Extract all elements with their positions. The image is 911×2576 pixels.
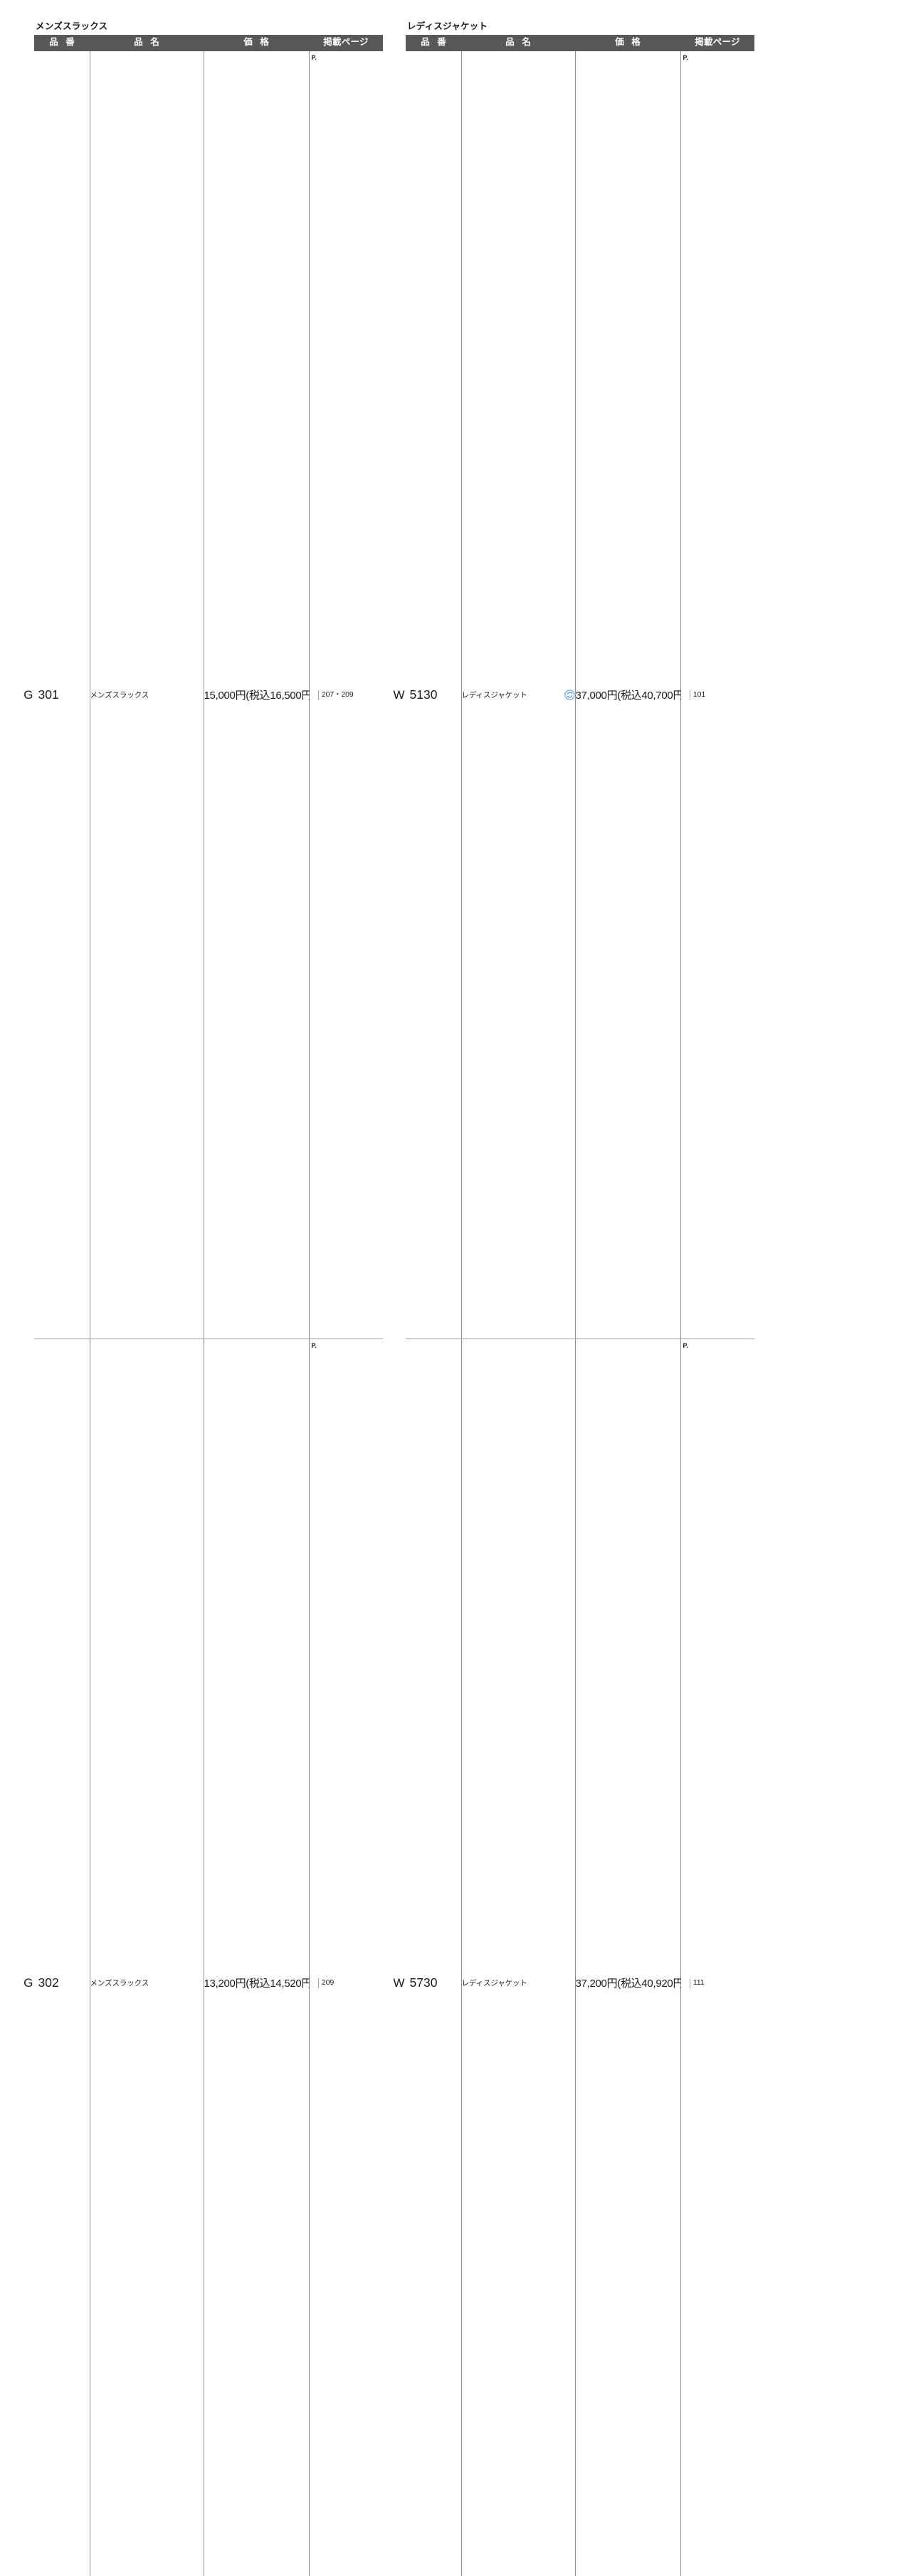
product-name-text: メンズスラックス	[90, 1979, 149, 1988]
cell-product-code: W 5730	[393, 1339, 462, 2576]
cell-catalog-page: P. 207・209	[309, 51, 383, 1340]
column-header-page: 掲載ページ	[680, 35, 754, 51]
cell-catalog-page: P. 209	[309, 1339, 383, 2576]
section-heading: レディスジャケット	[407, 21, 488, 31]
cell-product-code: G 301	[23, 51, 90, 1340]
left-column: メンズスラックス品 番品 名価 格掲載ページ G 301 メンズスラックス 15,000…	[23, 21, 383, 2576]
catalog-page-numbers: 207・209	[321, 690, 354, 699]
product-code-number: 302	[38, 1975, 59, 1990]
table-row[interactable]: G 302 メンズスラックス 13,200円(税込14,520円) P. 209	[23, 1339, 383, 2576]
column-header-price: 価 格	[204, 35, 309, 51]
column-header-price: 価 格	[575, 35, 680, 51]
product-name-text: レディスジャケット	[461, 691, 527, 700]
cell-product-name: レディスジャケット	[461, 51, 576, 1340]
product-code-prefix: G	[23, 687, 33, 702]
cell-product-code: G 302	[23, 1339, 90, 2576]
product-name-text: レディスジャケット	[461, 1979, 527, 1988]
product-name-text: メンズスラックス	[90, 691, 149, 700]
product-code-number: 5730	[409, 1975, 438, 1990]
cell-product-name: メンズスラックス	[90, 1339, 204, 2576]
table-header-row: 品 番品 名価 格掲載ページ	[406, 35, 754, 51]
cell-catalog-page: P. 111	[680, 1339, 754, 2576]
page-divider	[317, 1978, 319, 1988]
catalog-page-numbers: 209	[321, 1978, 335, 1987]
cell-price: 15,000円(税込16,500円)	[204, 51, 315, 1340]
cell-catalog-page: P. 101	[680, 51, 754, 1340]
catalog-page-numbers: 111	[693, 1978, 705, 1987]
cell-product-name: レディスジャケット	[461, 1339, 576, 2576]
cell-product-code: W 5130	[393, 51, 462, 1340]
cell-price: 37,000円(税込40,700円)	[575, 51, 687, 1340]
product-code-number: 5130	[409, 687, 438, 702]
table-row[interactable]: G 301 メンズスラックス 15,000円(税込16,500円) P. 207・209	[23, 51, 383, 1340]
eco-recycle-icon	[564, 690, 575, 700]
page-divider	[317, 690, 319, 700]
price-table: 品 番品 名価 格掲載ページ G 301 メンズスラックス 15,000円(税込16,5…	[23, 35, 383, 2576]
page-prefix-label: P.	[683, 1342, 688, 1350]
column-header-name: 品 名	[461, 35, 575, 51]
section-ladies-jacket-right: レディスジャケット品 番品 名価 格掲載ページ W 5130 レディスジャケット 37,…	[393, 21, 754, 2576]
section-heading: メンズスラックス	[36, 21, 108, 31]
page-prefix-label: P.	[683, 53, 688, 61]
cell-price: 37,200円(税込40,920円)	[575, 1339, 687, 2576]
page-prefix-label: P.	[311, 53, 317, 61]
product-code-prefix: W	[393, 687, 405, 702]
cell-price: 13,200円(税込14,520円)	[204, 1339, 315, 2576]
product-code-prefix: W	[393, 1976, 405, 1990]
page-prefix-label: P.	[311, 1342, 317, 1350]
product-code-prefix: G	[23, 1976, 33, 1990]
column-header-name: 品 名	[90, 35, 204, 51]
cell-product-name: メンズスラックス	[90, 51, 204, 1340]
column-header-page: 掲載ページ	[309, 35, 383, 51]
section-mens-slacks: メンズスラックス品 番品 名価 格掲載ページ G 301 メンズスラックス 15,000…	[23, 21, 383, 2576]
catalog-page-numbers: 101	[693, 690, 706, 699]
table-row[interactable]: W 5730 レディスジャケット 37,200円(税込40,920円) P. 111	[393, 1339, 754, 2576]
table-header-row: 品 番品 名価 格掲載ページ	[34, 35, 383, 51]
product-code-number: 301	[38, 687, 59, 702]
table-row[interactable]: W 5130 レディスジャケット 37,000円(税込40,700円) P. 101	[393, 51, 754, 1340]
column-header-code: 品 番	[406, 35, 461, 51]
column-header-code: 品 番	[34, 35, 90, 51]
price-list-page: メンズスラックス品 番品 名価 格掲載ページ G 301 メンズスラックス 15,000…	[23, 21, 754, 2576]
right-column: レディスジャケット品 番品 名価 格掲載ページ W 5130 レディスジャケット 37,…	[393, 21, 754, 2576]
price-table: 品 番品 名価 格掲載ページ W 5130 レディスジャケット 37,000円(税込40…	[393, 35, 754, 2576]
